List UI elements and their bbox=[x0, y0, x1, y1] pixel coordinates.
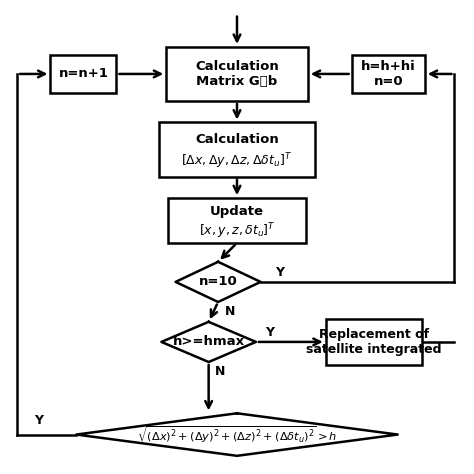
FancyBboxPatch shape bbox=[326, 319, 422, 365]
Text: N: N bbox=[225, 305, 235, 319]
Polygon shape bbox=[76, 413, 398, 456]
FancyBboxPatch shape bbox=[166, 47, 308, 101]
Text: Calculation
Matrix G、b: Calculation Matrix G、b bbox=[195, 60, 279, 88]
Text: Replacement of
satellite integrated: Replacement of satellite integrated bbox=[306, 328, 442, 356]
Text: Y: Y bbox=[265, 326, 274, 339]
Text: Calculation: Calculation bbox=[195, 133, 279, 146]
Text: h>=hmax: h>=hmax bbox=[173, 336, 245, 348]
Text: n=n+1: n=n+1 bbox=[58, 67, 109, 81]
Text: N: N bbox=[215, 365, 226, 378]
Text: Y: Y bbox=[34, 414, 43, 427]
FancyBboxPatch shape bbox=[352, 55, 425, 93]
FancyBboxPatch shape bbox=[168, 198, 306, 243]
Polygon shape bbox=[161, 322, 256, 362]
Text: $[\Delta x, \Delta y, \Delta z, \Delta\delta t_u]^T$: $[\Delta x, \Delta y, \Delta z, \Delta\d… bbox=[182, 152, 292, 171]
Text: $\sqrt{(\Delta x)^2+(\Delta y)^2+(\Delta z)^2+(\Delta\delta t_u)^2}>h$: $\sqrt{(\Delta x)^2+(\Delta y)^2+(\Delta… bbox=[137, 424, 337, 445]
Polygon shape bbox=[175, 262, 261, 302]
Text: Update: Update bbox=[210, 205, 264, 219]
FancyBboxPatch shape bbox=[159, 122, 315, 177]
Text: Y: Y bbox=[275, 266, 284, 279]
Text: h=h+hi
n=0: h=h+hi n=0 bbox=[361, 60, 416, 88]
Text: $[x, y, z, \delta t_u]^T$: $[x, y, z, \delta t_u]^T$ bbox=[199, 221, 275, 241]
Text: n=10: n=10 bbox=[199, 275, 237, 288]
FancyBboxPatch shape bbox=[50, 55, 117, 93]
